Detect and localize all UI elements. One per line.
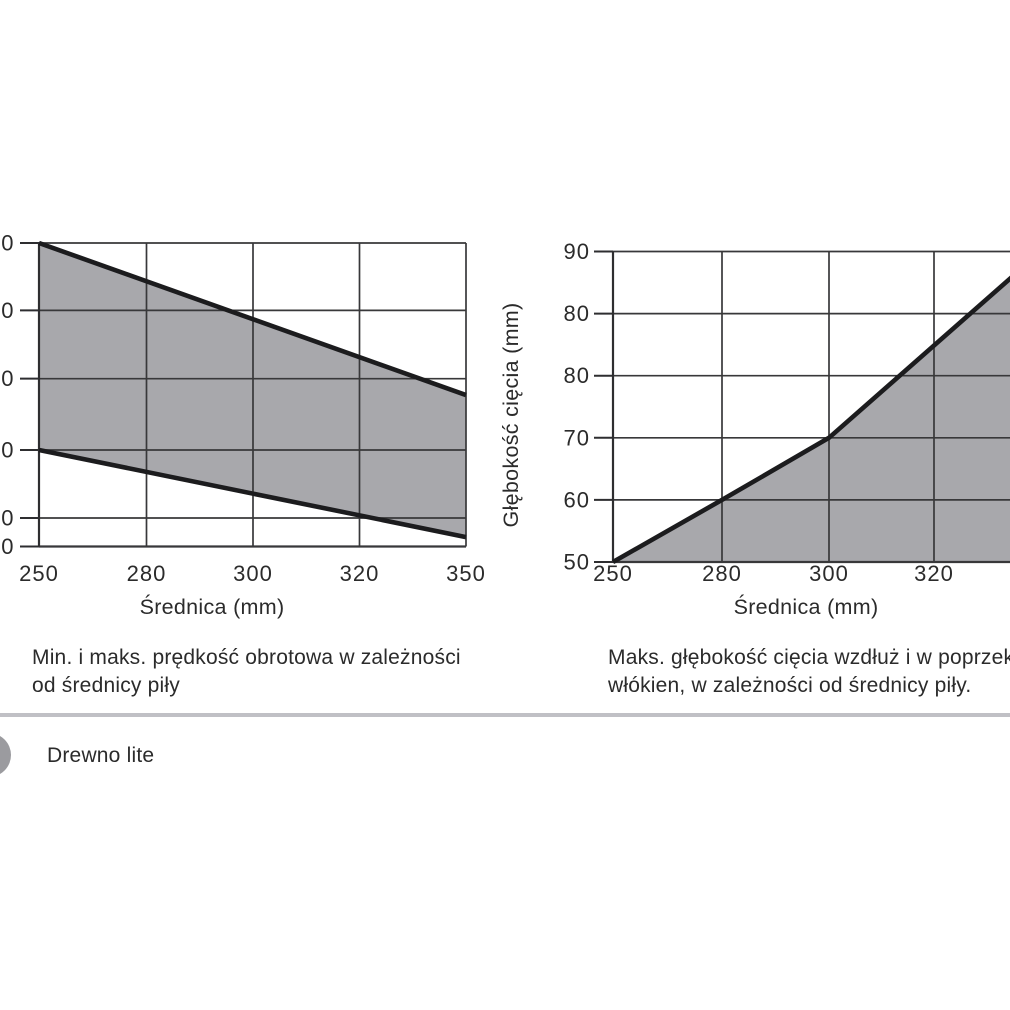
- x-axis-title: Średnica (mm): [140, 594, 285, 619]
- y-tick-label: 80: [564, 301, 590, 326]
- y-axis-title: Głębokość cięcia (mm): [499, 303, 523, 528]
- y-tick-label: 0: [1, 231, 14, 256]
- x-axis-title: Średnica (mm): [734, 594, 879, 619]
- depth-line: [611, 275, 1010, 564]
- x-tick-label: 300: [809, 561, 849, 586]
- right-chart-caption: Maks. głębokość cięcia wzdłuż i w poprze…: [608, 644, 1010, 699]
- x-tick-label: 320: [914, 561, 954, 586]
- right-caption-line2: włókien, w zależności od średnicy piły.: [608, 673, 972, 697]
- y-tick-label: 0: [1, 366, 14, 391]
- bullet-circle-icon: [0, 733, 11, 777]
- left-caption-line2: od średnicy piły: [32, 673, 180, 697]
- cut-depth-chart: 908080706050250280300320350Średnica (mm)…: [499, 239, 1010, 619]
- x-tick-label: 320: [340, 561, 380, 586]
- x-tick-label: 280: [702, 561, 742, 586]
- left-chart-caption: Min. i maks. prędkość obrotowa w zależno…: [32, 644, 494, 699]
- footer-label: Drewno lite: [47, 744, 155, 767]
- y-tick-label: 0: [1, 437, 14, 462]
- max-speed-line: [38, 240, 467, 398]
- depth-area: [613, 278, 1010, 562]
- y-tick-label: 80: [564, 363, 590, 388]
- y-tick-label: 0: [1, 298, 14, 323]
- left-caption-line1: Min. i maks. prędkość obrotowa w zależno…: [32, 646, 461, 669]
- y-tick-label: 0: [1, 505, 14, 530]
- x-tick-label: 250: [593, 561, 633, 586]
- right-caption-line1: Maks. głębokość cięcia wzdłuż i w poprze…: [608, 646, 1010, 669]
- x-tick-label: 250: [19, 561, 59, 586]
- min-speed-line: [38, 447, 467, 540]
- x-tick-label: 350: [446, 561, 486, 586]
- y-tick-label: 70: [564, 425, 590, 450]
- section-divider: [0, 713, 1010, 717]
- y-tick-label: 60: [564, 487, 590, 512]
- y-tick-label: 0: [1, 534, 14, 559]
- y-tick-label: 50: [564, 550, 590, 575]
- y-tick-label: 90: [564, 239, 590, 264]
- x-tick-label: 280: [127, 561, 167, 586]
- x-tick-label: 300: [233, 561, 273, 586]
